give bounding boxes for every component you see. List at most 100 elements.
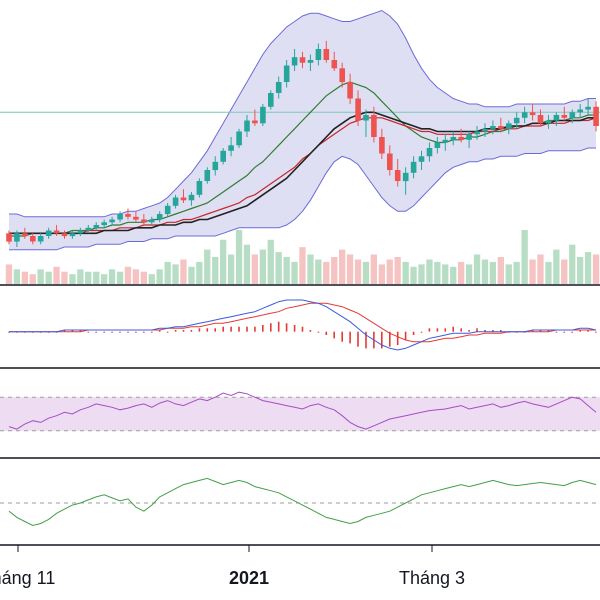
macd-histogram-bar[interactable] bbox=[341, 331, 343, 342]
volume-bar[interactable] bbox=[473, 254, 481, 285]
candle-body[interactable] bbox=[593, 106, 599, 126]
macd-histogram-bar[interactable] bbox=[198, 328, 201, 332]
macd-histogram-bar[interactable] bbox=[420, 331, 423, 333]
volume-bar[interactable] bbox=[227, 254, 235, 285]
candle-body[interactable] bbox=[498, 126, 504, 129]
candle-body[interactable] bbox=[569, 112, 576, 118]
macd-histogram-bar[interactable] bbox=[555, 331, 558, 333]
candle-body[interactable] bbox=[30, 236, 36, 242]
volume-bar[interactable] bbox=[235, 230, 243, 284]
volume-bar[interactable] bbox=[77, 269, 84, 284]
candle-body[interactable] bbox=[323, 49, 330, 60]
macd-histogram-bar[interactable] bbox=[238, 326, 240, 332]
macd-histogram-bar[interactable] bbox=[460, 328, 462, 332]
candle-body[interactable] bbox=[545, 120, 552, 124]
volume-bar[interactable] bbox=[116, 271, 124, 284]
volume-bar[interactable] bbox=[188, 266, 195, 284]
volume-bar[interactable] bbox=[315, 259, 322, 285]
candle-body[interactable] bbox=[347, 82, 353, 99]
candle-body[interactable] bbox=[61, 233, 68, 237]
macd-histogram-bar[interactable] bbox=[484, 330, 486, 332]
macd-histogram-bar[interactable] bbox=[206, 328, 209, 332]
candle-body[interactable] bbox=[220, 150, 226, 162]
price-pane[interactable] bbox=[0, 9, 600, 285]
volume-bar[interactable] bbox=[140, 271, 147, 284]
volume-bar[interactable] bbox=[529, 259, 536, 285]
volume-bar[interactable] bbox=[204, 249, 211, 284]
oscillator-line[interactable] bbox=[8, 477, 597, 527]
macd-histogram-bar[interactable] bbox=[325, 331, 328, 335]
macd-histogram-bar[interactable] bbox=[151, 331, 153, 333]
volume-bar[interactable] bbox=[331, 257, 338, 284]
candle-body[interactable] bbox=[426, 148, 433, 157]
macd-histogram-bar[interactable] bbox=[404, 331, 407, 340]
volume-bar[interactable] bbox=[21, 271, 28, 284]
candle-body[interactable] bbox=[69, 233, 76, 237]
volume-bar[interactable] bbox=[513, 261, 520, 284]
rsi-pane[interactable] bbox=[0, 391, 600, 432]
volume-bar[interactable] bbox=[521, 230, 528, 284]
macd-histogram-bar[interactable] bbox=[428, 328, 431, 332]
candle-body[interactable] bbox=[188, 194, 195, 201]
candle-body[interactable] bbox=[141, 219, 147, 223]
candle-body[interactable] bbox=[109, 219, 115, 223]
candle-body[interactable] bbox=[260, 106, 266, 124]
volume-bar[interactable] bbox=[505, 264, 512, 284]
candle-body[interactable] bbox=[402, 172, 409, 182]
macd-histogram-bar[interactable] bbox=[539, 330, 542, 332]
candle-body[interactable] bbox=[268, 93, 274, 107]
volume-bar[interactable] bbox=[156, 269, 163, 284]
bollinger-lower-line[interactable] bbox=[9, 147, 596, 251]
volume-bar[interactable] bbox=[418, 264, 425, 284]
candle-body[interactable] bbox=[299, 57, 306, 63]
macd-histogram-bar[interactable] bbox=[135, 331, 137, 333]
candle-body[interactable] bbox=[466, 134, 472, 140]
macd-histogram-bar[interactable] bbox=[468, 330, 470, 332]
candle-body[interactable] bbox=[434, 142, 441, 149]
macd-histogram-bar[interactable] bbox=[412, 331, 415, 335]
macd-histogram-bar[interactable] bbox=[349, 331, 351, 344]
volume-bar[interactable] bbox=[45, 271, 52, 284]
macd-histogram-bar[interactable] bbox=[285, 323, 288, 332]
candle-body[interactable] bbox=[577, 109, 583, 113]
macd-histogram-bar[interactable] bbox=[103, 331, 105, 333]
macd-histogram-bar[interactable] bbox=[71, 330, 74, 332]
time-axis-label[interactable]: Tháng 11 bbox=[0, 568, 55, 588]
volume-bar[interactable] bbox=[37, 269, 44, 284]
candle-body[interactable] bbox=[180, 197, 187, 201]
candle-body[interactable] bbox=[537, 115, 544, 124]
macd-histogram-bar[interactable] bbox=[214, 328, 216, 332]
macd-histogram-bar[interactable] bbox=[95, 331, 97, 333]
candle-body[interactable] bbox=[244, 120, 250, 132]
candle-body[interactable] bbox=[101, 222, 107, 226]
macd-histogram-bar[interactable] bbox=[317, 331, 320, 333]
volume-bar[interactable] bbox=[283, 257, 290, 284]
macd-histogram-bar[interactable] bbox=[143, 331, 145, 333]
volume-bar[interactable] bbox=[481, 259, 489, 285]
candle-body[interactable] bbox=[450, 137, 457, 140]
rsi-line[interactable] bbox=[8, 391, 597, 430]
macd-histogram-bar[interactable] bbox=[127, 331, 129, 333]
time-axis-label[interactable]: Tháng 3 bbox=[399, 568, 465, 588]
volume-bar[interactable] bbox=[164, 261, 171, 284]
bollinger-upper-line[interactable] bbox=[9, 9, 596, 218]
candle-body[interactable] bbox=[77, 230, 84, 234]
macd-histogram-bar[interactable] bbox=[79, 330, 82, 332]
macd-histogram-bar[interactable] bbox=[277, 321, 280, 332]
volume-bar[interactable] bbox=[362, 261, 370, 284]
macd-histogram-bar[interactable] bbox=[365, 331, 367, 349]
volume-bar[interactable] bbox=[339, 249, 346, 284]
volume-bar[interactable] bbox=[370, 254, 377, 285]
candle-body[interactable] bbox=[474, 131, 480, 135]
candle-body[interactable] bbox=[506, 123, 512, 129]
macd-histogram-bar[interactable] bbox=[262, 325, 264, 332]
candle-body[interactable] bbox=[275, 82, 282, 93]
candle-body[interactable] bbox=[387, 153, 393, 171]
candle-body[interactable] bbox=[363, 115, 369, 121]
candle-body[interactable] bbox=[561, 115, 568, 118]
macd-histogram-bar[interactable] bbox=[452, 326, 454, 332]
volume-bar[interactable] bbox=[442, 264, 449, 284]
macd-histogram-bar[interactable] bbox=[158, 330, 161, 332]
